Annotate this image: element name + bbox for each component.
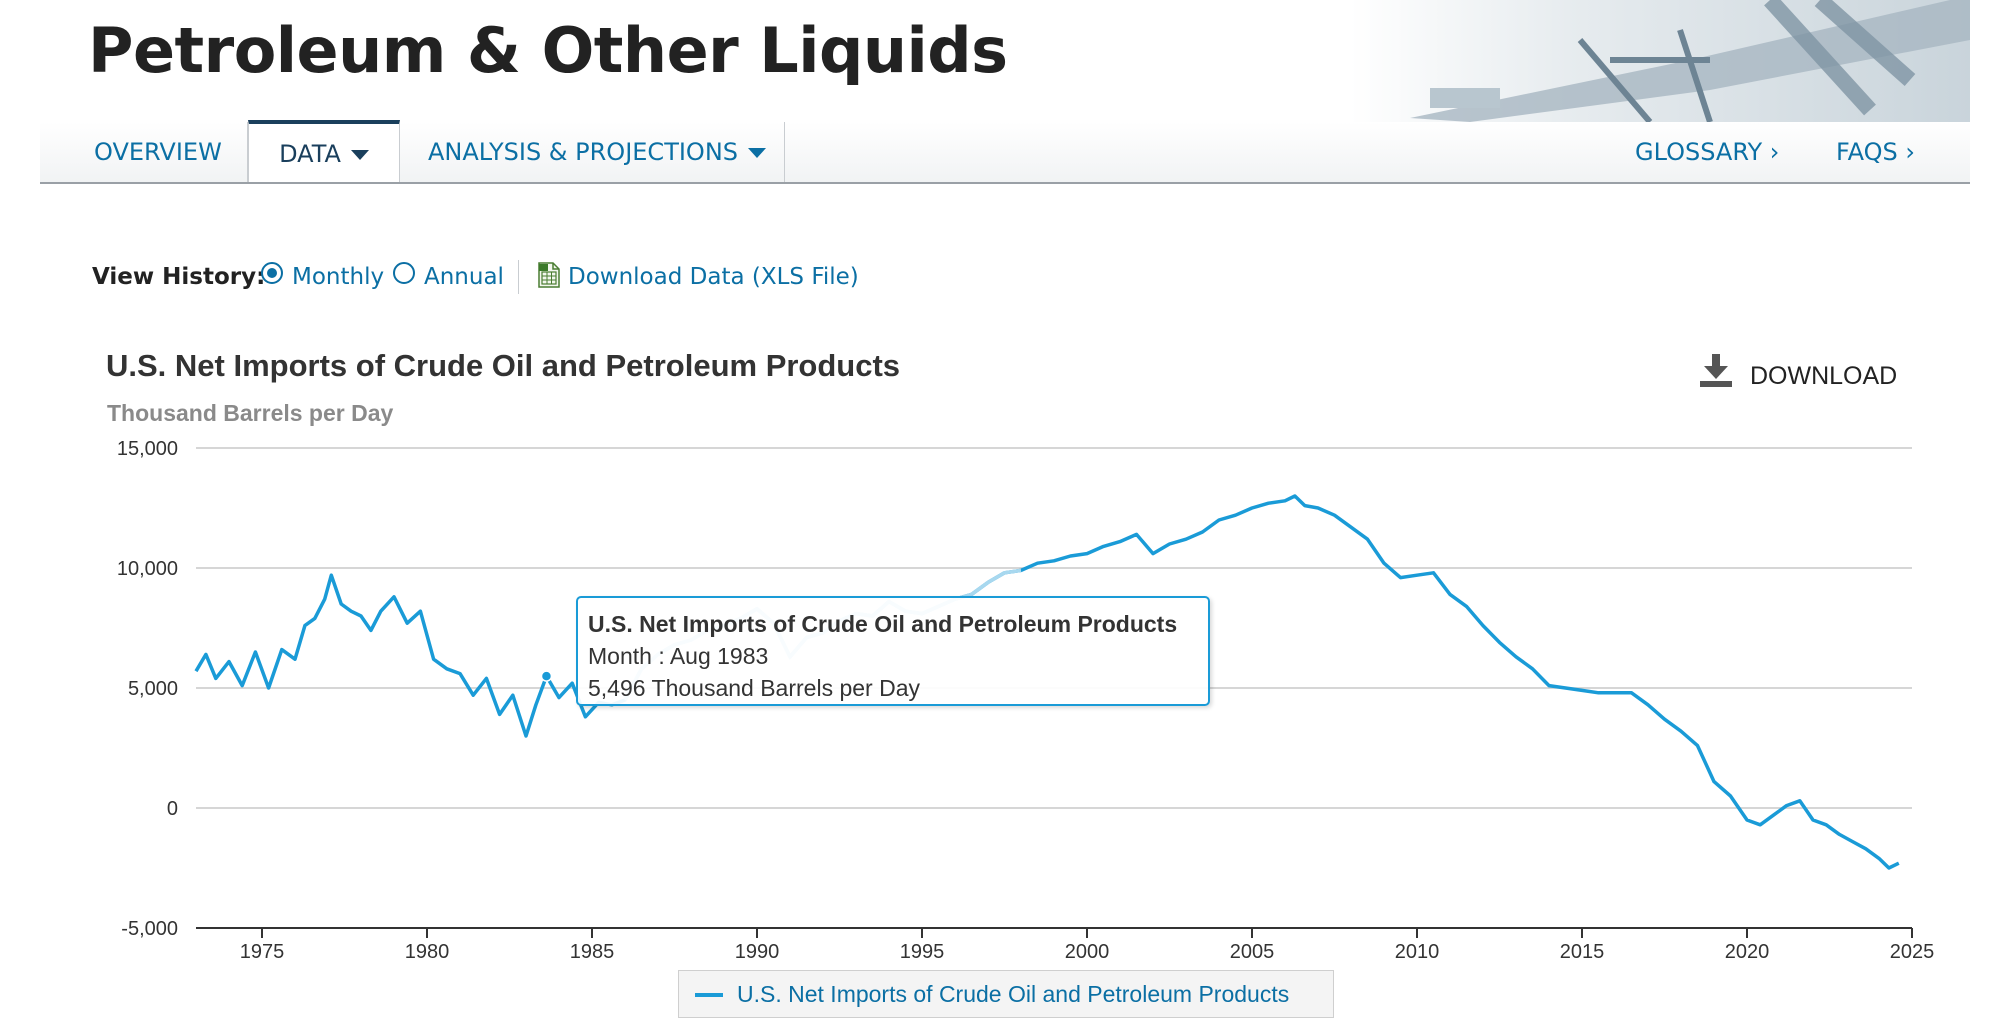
- view-history-label: View History:: [92, 264, 266, 290]
- pumpjack-banner-image: [1350, 0, 1970, 122]
- y-tick-label: 15,000: [117, 438, 178, 460]
- caret-down-icon: [350, 150, 369, 160]
- x-tick-label: 1980: [405, 941, 450, 963]
- chart-tooltip: U.S. Net Imports of Crude Oil and Petrol…: [576, 596, 1210, 706]
- faqs-link[interactable]: FAQS ›: [1836, 138, 1915, 166]
- tab-analysis-projections[interactable]: ANALYSIS & PROJECTIONS: [428, 122, 767, 182]
- tooltip-month: Month : Aug 1983: [588, 643, 769, 669]
- radio-unselected-icon[interactable]: [393, 262, 415, 284]
- tab-data[interactable]: DATA: [248, 120, 400, 182]
- x-tick-label: 2000: [1065, 941, 1110, 963]
- x-tick-label: 2025: [1890, 941, 1935, 963]
- legend-swatch: [695, 993, 723, 997]
- tab-overview[interactable]: OVERVIEW: [94, 138, 222, 166]
- x-tick-label: 2010: [1395, 941, 1440, 963]
- x-tick-label: 2015: [1560, 941, 1605, 963]
- legend-series-name: U.S. Net Imports of Crude Oil and Petrol…: [737, 981, 1290, 1007]
- tab-analysis-label: ANALYSIS & PROJECTIONS: [428, 138, 739, 166]
- radio-selected-icon[interactable]: [261, 262, 283, 284]
- x-tick-label: 1985: [570, 941, 615, 963]
- main-nav: OVERVIEW DATA ANALYSIS & PROJECTIONS GLO…: [40, 120, 1970, 184]
- divider: [518, 260, 519, 294]
- highlight-point: [540, 670, 553, 682]
- chart-title: U.S. Net Imports of Crude Oil and Petrol…: [106, 348, 901, 383]
- monthly-option[interactable]: Monthly: [292, 264, 385, 290]
- chart-container: U.S. Net Imports of Crude Oil and Petrol…: [0, 330, 2000, 1022]
- spreadsheet-icon[interactable]: [538, 262, 560, 288]
- annual-option[interactable]: Annual: [424, 264, 504, 290]
- chart-legend[interactable]: U.S. Net Imports of Crude Oil and Petrol…: [678, 970, 1334, 1018]
- tooltip-value: 5,496 Thousand Barrels per Day: [588, 675, 920, 701]
- y-tick-label: -5,000: [121, 918, 178, 940]
- download-icon: [1700, 354, 1732, 387]
- nav-divider: [784, 122, 785, 182]
- x-tick-label: 2020: [1725, 941, 1770, 963]
- x-tick-label: 1995: [900, 941, 945, 963]
- x-tick-label: 1990: [735, 941, 780, 963]
- page-header: Petroleum & Other Liquids: [40, 0, 1970, 122]
- tooltip-title: U.S. Net Imports of Crude Oil and Petrol…: [588, 611, 1178, 637]
- page-title: Petroleum & Other Liquids: [88, 14, 1008, 87]
- x-tick-label: 2005: [1230, 941, 1275, 963]
- y-tick-label: 0: [167, 798, 178, 820]
- nav-divider: [247, 122, 248, 182]
- y-tick-label: 5,000: [128, 678, 178, 700]
- download-data-link[interactable]: Download Data (XLS File): [568, 264, 859, 290]
- glossary-link[interactable]: GLOSSARY ›: [1635, 138, 1780, 166]
- download-label: DOWNLOAD: [1750, 362, 1898, 390]
- chart-y-unit-label: Thousand Barrels per Day: [107, 400, 394, 426]
- line-chart: 15,000 10,000 5,000 0 -5,000 1975 1980 1985 1990…: [117, 438, 1935, 963]
- x-tick-label: 1975: [240, 941, 285, 963]
- y-tick-label: 10,000: [117, 558, 178, 580]
- tab-data-label: DATA: [279, 140, 341, 168]
- caret-down-icon: [748, 148, 767, 158]
